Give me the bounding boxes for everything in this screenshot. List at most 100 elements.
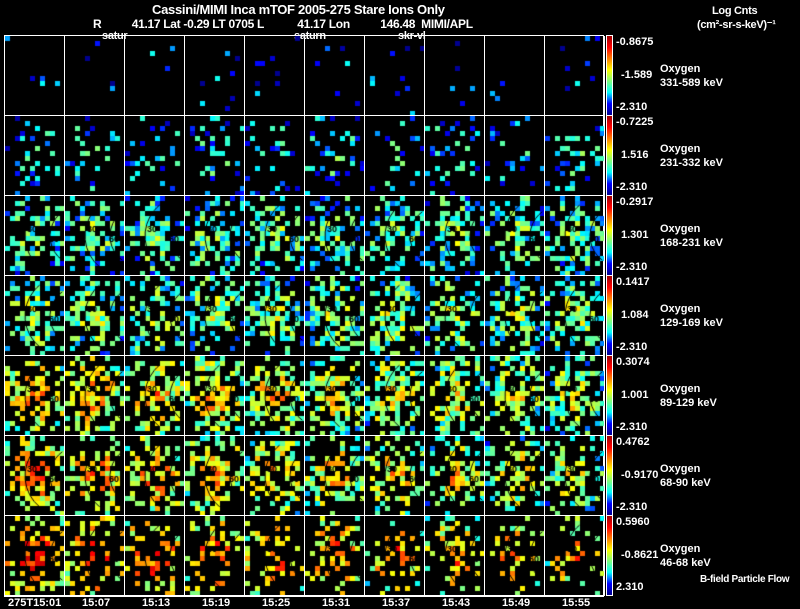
- footer-label: B-field Particle Flow: [700, 574, 790, 585]
- heatmap-panel: [125, 196, 185, 276]
- heatmap-panel: [305, 36, 365, 116]
- heatmap-panel: [185, 516, 245, 596]
- time-tick-label: 15:43: [442, 597, 471, 609]
- heatmap-panel: [485, 36, 545, 116]
- species-label: Oxygen: [660, 383, 701, 395]
- time-tick-label: 275T15:01: [8, 597, 62, 609]
- panel-image: [485, 36, 544, 115]
- time-tick-label: 15:55: [562, 597, 591, 609]
- units-label: Log Cnts: [712, 5, 758, 17]
- heatmap-panel: [365, 436, 425, 516]
- heatmap-panel: [545, 436, 605, 516]
- heatmap-panel: [425, 436, 485, 516]
- panel-image: [485, 196, 544, 275]
- energy-label: 168-231 keV: [660, 237, 723, 249]
- heatmap-panel: [65, 356, 125, 436]
- heatmap-panel: [125, 36, 185, 116]
- heatmap-panel: [365, 196, 425, 276]
- panel-image: [5, 436, 64, 515]
- panel-image: [545, 436, 604, 515]
- panel-image: [485, 516, 544, 595]
- heatmap-panel: [65, 436, 125, 516]
- panel-image: [245, 196, 304, 275]
- heatmap-panel: [485, 196, 545, 276]
- colorbar-max-label: -0.7225: [616, 116, 654, 128]
- time-tick-label: 15:13: [142, 597, 171, 609]
- panel-image: [425, 516, 484, 595]
- panel-image: [305, 436, 364, 515]
- panel-image: [5, 116, 64, 195]
- heatmap-panel: [185, 436, 245, 516]
- position-info: R 41.17 Lat -0.29 LT 0705 L 41.17 Lon 14…: [93, 17, 473, 31]
- panel-image: [65, 436, 124, 515]
- heatmap-panel: [185, 356, 245, 436]
- panel-image: [365, 516, 424, 595]
- colorbar-min-label: 2.310: [616, 581, 644, 593]
- panel-image: [5, 356, 64, 435]
- species-label: Oxygen: [660, 463, 701, 475]
- heatmap-panel: [425, 356, 485, 436]
- panel-image: [185, 196, 244, 275]
- colorbar-max-label: 0.5960: [616, 516, 650, 528]
- panel-image: [5, 36, 64, 115]
- heatmap-panel: [425, 276, 485, 356]
- panel-image: [365, 36, 424, 115]
- heatmap-panel: [305, 436, 365, 516]
- colorbar-max-label: -0.8675: [616, 36, 654, 48]
- heatmap-panel: [305, 516, 365, 596]
- panel-image: [425, 276, 484, 355]
- heatmap-panel: [245, 356, 305, 436]
- colorbar-mid-label: 1.001: [621, 389, 649, 401]
- colorbar: [606, 515, 613, 596]
- panel-image: [65, 516, 124, 595]
- panel-image: [305, 116, 364, 195]
- panel-image: [125, 196, 184, 275]
- panel-image: [185, 116, 244, 195]
- heatmap-panel: [365, 36, 425, 116]
- heatmap-panel: [185, 196, 245, 276]
- heatmap-panel: [5, 276, 65, 356]
- heatmap-panel: [125, 276, 185, 356]
- heatmap-panel: [485, 116, 545, 196]
- colorbar: [606, 435, 613, 516]
- panel-image: [125, 436, 184, 515]
- panel-image: [305, 516, 364, 595]
- colorbar-mid-label: 1.084: [621, 309, 649, 321]
- species-label: Oxygen: [660, 543, 701, 555]
- panel-image: [65, 356, 124, 435]
- panel-image: [125, 356, 184, 435]
- energy-label: 68-90 keV: [660, 477, 711, 489]
- panel-image: [5, 516, 64, 595]
- panel-image: [425, 36, 484, 115]
- heatmap-panel: [5, 36, 65, 116]
- time-tick-label: 15:37: [382, 597, 411, 609]
- panel-image: [5, 276, 64, 355]
- heatmap-panel: [365, 356, 425, 436]
- panel-image: [545, 196, 604, 275]
- heatmap-panel: [425, 36, 485, 116]
- heatmap-panel: [305, 356, 365, 436]
- panel-image: [425, 436, 484, 515]
- heatmap-panel: [65, 36, 125, 116]
- heatmap-panel: [125, 116, 185, 196]
- panel-image: [545, 36, 604, 115]
- heatmap-panel: [125, 356, 185, 436]
- heatmap-panel: [65, 116, 125, 196]
- heatmap-panel: [125, 436, 185, 516]
- colorbar-min-label: -2.310: [616, 341, 648, 353]
- heatmap-panel: [5, 516, 65, 596]
- panel-image: [365, 116, 424, 195]
- energy-label: 89-129 keV: [660, 397, 717, 409]
- heatmap-panel: [425, 516, 485, 596]
- heatmap-panel: [365, 276, 425, 356]
- time-tick-label: 15:19: [202, 597, 231, 609]
- energy-label: 331-589 keV: [660, 77, 723, 89]
- heatmap-panel: [485, 436, 545, 516]
- heatmap-panel: [245, 116, 305, 196]
- heatmap-panel: [245, 276, 305, 356]
- colorbar-min-label: -2.310: [616, 261, 648, 273]
- panel-image: [485, 116, 544, 195]
- panel-image: [245, 356, 304, 435]
- species-label: Oxygen: [660, 223, 701, 235]
- colorbar: [606, 355, 613, 436]
